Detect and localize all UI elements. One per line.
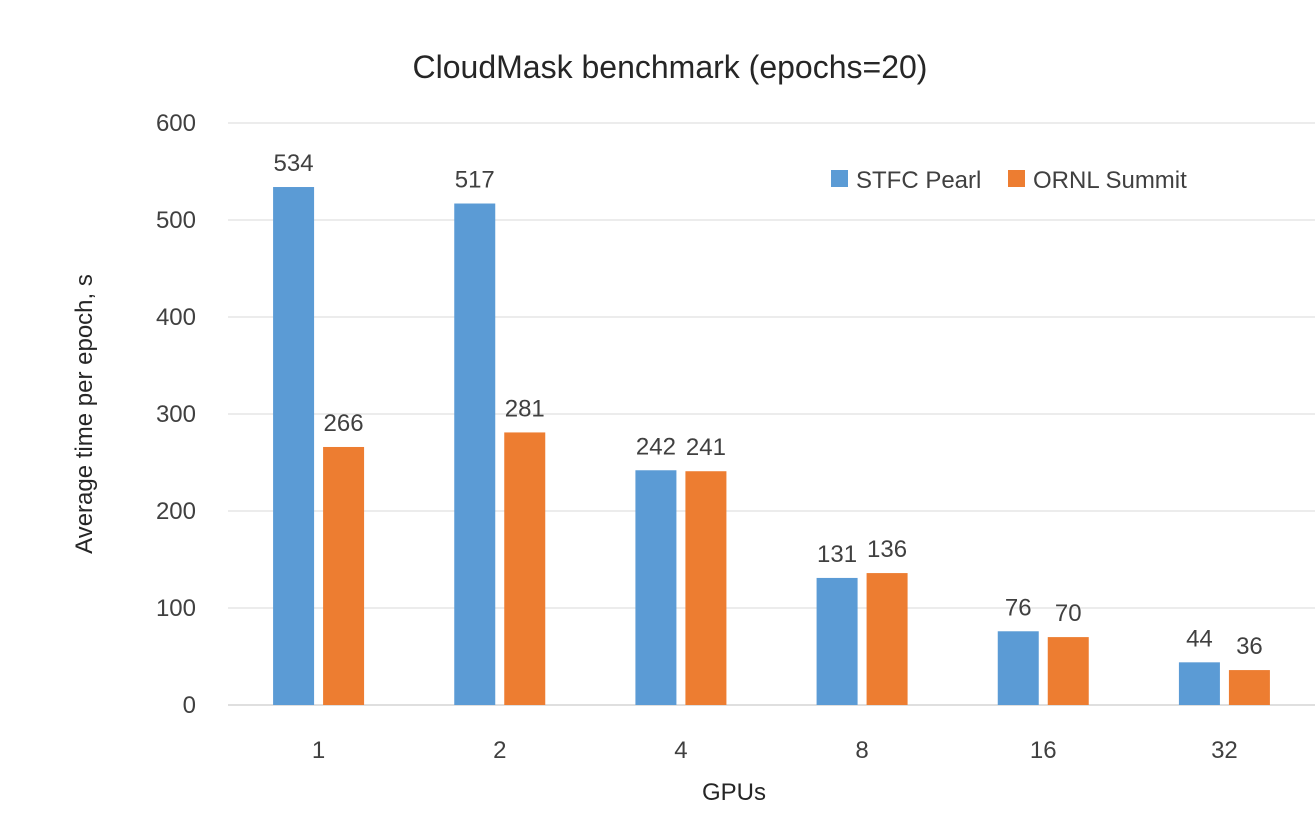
y-tick-label: 400 (156, 304, 196, 331)
bar-stfc-pearl (1178, 662, 1220, 705)
bar-ornl-summit (1047, 637, 1089, 705)
data-label: 266 (324, 410, 364, 437)
data-label: 281 (505, 395, 545, 422)
bar-ornl-summit (866, 573, 908, 705)
x-tick-label: 8 (855, 737, 868, 764)
legend-swatch (831, 170, 848, 187)
data-label: 76 (1005, 594, 1032, 621)
legend: STFC Pearl ORNL Summit (831, 167, 1187, 194)
data-label: 131 (817, 541, 857, 568)
y-tick-label: 0 (183, 692, 196, 719)
y-tick-label: 200 (156, 498, 196, 525)
y-tick-label: 500 (156, 207, 196, 234)
bar-stfc-pearl (273, 187, 315, 705)
legend-swatch (1008, 170, 1025, 187)
bar-stfc-pearl (816, 577, 858, 705)
x-tick-label: 1 (312, 737, 325, 764)
x-axis-label: GPUs (702, 779, 766, 806)
y-axis-ticks: 0 100 200 300 400 500 600 (156, 110, 196, 719)
data-label: 36 (1236, 633, 1263, 660)
data-label: 136 (867, 536, 907, 563)
data-label: 70 (1055, 600, 1082, 627)
gridlines (228, 122, 1315, 706)
bar-ornl-summit (685, 471, 727, 705)
x-tick-label: 16 (1030, 737, 1057, 764)
x-tick-label: 32 (1211, 737, 1238, 764)
data-label: 517 (455, 167, 495, 194)
chart-title: CloudMask benchmark (epochs=20) (413, 49, 928, 85)
bar-ornl-summit (1228, 670, 1270, 705)
data-label: 44 (1186, 625, 1213, 652)
y-axis-label: Average time per epoch, s (71, 274, 98, 554)
y-tick-label: 600 (156, 110, 196, 137)
data-label: 242 (636, 433, 676, 460)
y-tick-label: 300 (156, 401, 196, 428)
x-tick-label: 2 (493, 737, 506, 764)
bar-stfc-pearl (997, 631, 1039, 705)
bar-stfc-pearl (454, 203, 496, 705)
bar-stfc-pearl (635, 470, 677, 705)
legend-label: ORNL Summit (1033, 167, 1187, 194)
x-axis-ticks: 1 2 4 8 16 32 (312, 737, 1238, 764)
x-tick-label: 4 (674, 737, 687, 764)
bars (273, 187, 1270, 705)
data-label: 534 (274, 150, 314, 177)
y-tick-label: 100 (156, 595, 196, 622)
data-labels: 534 266 517 281 242 241 131 136 76 70 44 36 (274, 150, 1263, 660)
data-label: 241 (686, 434, 726, 461)
legend-label: STFC Pearl (856, 167, 981, 194)
bar-ornl-summit (323, 446, 365, 705)
bar-ornl-summit (504, 432, 546, 705)
